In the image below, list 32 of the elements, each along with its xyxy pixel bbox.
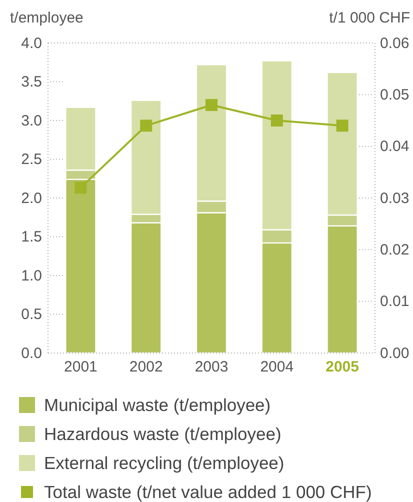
legend-label: External recycling (t/employee) — [44, 453, 284, 473]
y-tick-label: 1.5 — [21, 228, 42, 246]
y-tick-label: 3.5 — [21, 74, 42, 91]
y2-tick-label: 0.01 — [380, 293, 410, 310]
y2-tick-label: 0.06 — [380, 34, 410, 52]
y-tick-label: 4.0 — [21, 34, 42, 52]
point — [74, 182, 87, 194]
x-tick-label: 2002 — [129, 358, 163, 376]
point — [270, 114, 283, 126]
y-tick-label: 2.5 — [21, 151, 42, 168]
y-tick-label: 0.5 — [21, 306, 42, 324]
point — [140, 120, 152, 132]
point — [336, 120, 348, 132]
legend-label: Municipal waste (t/employee) — [44, 395, 271, 415]
y2-tick-label: 0.02 — [380, 241, 410, 258]
y-tick-label: 0.0 — [21, 344, 42, 362]
y-tick-label: 1.0 — [21, 267, 42, 284]
y2-axis-title: t/1 000 CHF — [329, 10, 410, 26]
y-axis-title: t/employee — [10, 10, 84, 26]
legend-label: Hazardous waste (t/employee) — [44, 424, 282, 444]
legend-label: Total waste (t/net value added 1 000 CHF) — [44, 482, 372, 502]
x-tick-label: 2005 — [326, 358, 359, 376]
x-tick-label: 2004 — [260, 358, 294, 376]
y2-tick-label: 0.05 — [380, 86, 410, 104]
y2-tick-label: 0.03 — [380, 190, 410, 207]
y-tick-label: 3.0 — [21, 112, 42, 130]
x-tick-label: 2003 — [194, 358, 228, 376]
x-tick-label: 2001 — [64, 358, 98, 376]
y-tick-label: 2.0 — [21, 190, 42, 207]
point — [206, 99, 218, 111]
y2-tick-label: 0.00 — [380, 344, 410, 362]
y2-tick-label: 0.04 — [380, 138, 410, 156]
